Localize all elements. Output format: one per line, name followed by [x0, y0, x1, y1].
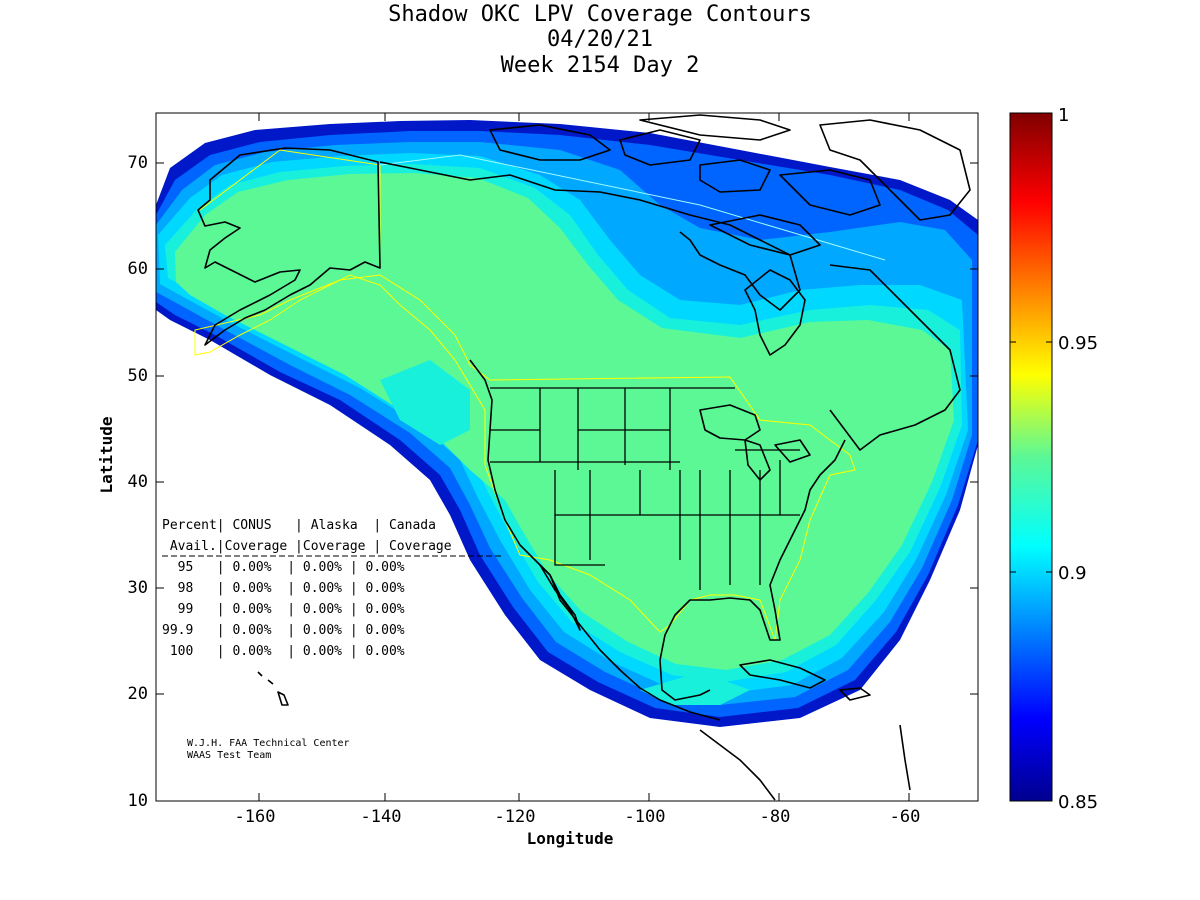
table-row: 99 | 0.00% | 0.00% | 0.00% [162, 602, 405, 617]
table-row: 99.9 | 0.00% | 0.00% | 0.00% [162, 623, 405, 638]
table-row: 95 | 0.00% | 0.00% | 0.00% [162, 560, 405, 575]
contour-patch-teal [640, 672, 750, 705]
y-axis-label: Latitude [97, 416, 116, 493]
y-tick-label: 10 [128, 791, 148, 811]
table-header-1: Percent| CONUS | Alaska | Canada [162, 518, 436, 533]
colorbar-tick-label: 0.95 [1058, 333, 1098, 354]
contour-patch-teal [380, 360, 470, 445]
x-tick-label: -140 [361, 807, 402, 827]
colorbar-tick-label: 0.9 [1058, 563, 1087, 584]
axis-ticks [156, 113, 978, 802]
chart-week-day: Week 2154 Day 2 [500, 53, 700, 78]
coastlines [197, 114, 971, 801]
colorbar-ticks [1010, 341, 1052, 573]
state-boundaries [490, 387, 800, 590]
table-row: 100 | 0.00% | 0.00% | 0.00% [162, 644, 405, 659]
service-boundary [199, 149, 381, 268]
colorbar-tick-label: 0.85 [1058, 792, 1098, 813]
x-tick-label: -120 [495, 807, 536, 827]
y-tick-label: 70 [128, 153, 148, 173]
contour-band-core [175, 173, 954, 670]
y-tick-label: 60 [128, 259, 148, 279]
table-header-2: Avail.|Coverage |Coverage | Coverage [162, 539, 452, 554]
credit-line-2: WAAS Test Team [187, 750, 272, 761]
colorbar [1009, 112, 1053, 802]
y-tick-label: 50 [128, 366, 148, 386]
table-row: 98 | 0.00% | 0.00% | 0.00% [162, 581, 405, 596]
service-boundary [194, 274, 856, 641]
chart-title: Shadow OKC LPV Coverage Contours [388, 2, 812, 27]
plot-frame [155, 112, 979, 802]
x-tick-label: -160 [235, 807, 276, 827]
coverage-contours [156, 114, 978, 801]
credit-line-1: W.J.H. FAA Technical Center [187, 738, 350, 749]
y-tick-label: 30 [128, 578, 148, 598]
x-axis-label: Longitude [527, 829, 614, 848]
chart-date: 04/20/21 [547, 27, 653, 52]
y-tick-label: 40 [128, 472, 148, 492]
x-tick-label: -80 [760, 807, 791, 827]
y-tick-label: 20 [128, 684, 148, 704]
x-tick-label: -100 [625, 807, 666, 827]
service-boundary [379, 154, 886, 261]
x-tick-label: -60 [890, 807, 921, 827]
colorbar-tick-label: 1 [1058, 105, 1069, 126]
